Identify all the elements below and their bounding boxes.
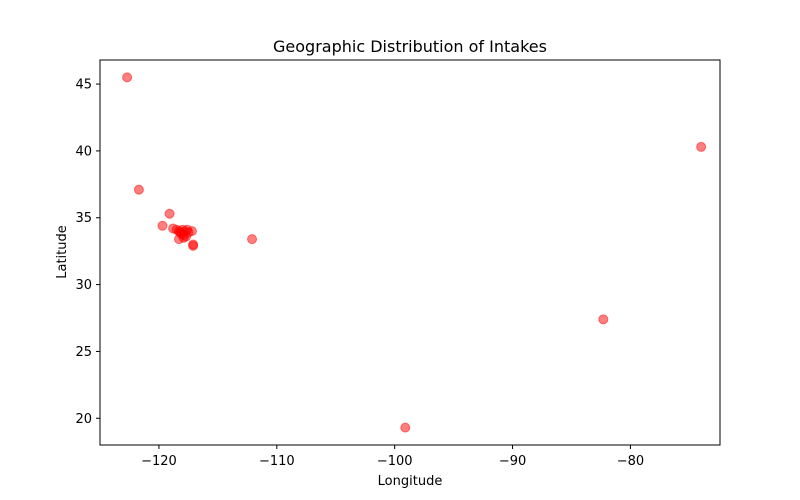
data-point [157,220,168,231]
data-point [164,208,175,219]
y-tick-label: 35 [75,211,92,226]
x-tick-label: −120 [141,454,177,469]
x-axis: −120 −110 −100 −90 −80 [141,445,644,469]
data-point [400,422,411,433]
x-tick-label: −110 [259,454,295,469]
data-point [186,226,197,237]
y-tick-label: 45 [75,78,92,93]
data-point [598,314,609,325]
chart-title: Geographic Distribution of Intakes [273,37,547,56]
y-axis: 20 25 30 35 40 45 [75,78,100,427]
x-tick-label: −80 [617,454,644,469]
data-point [696,141,707,152]
data-point [178,232,189,243]
y-axis-label: Latitude [55,225,70,279]
x-tick-label: −90 [499,454,526,469]
data-point [188,239,199,250]
x-axis-label: Longitude [378,474,443,489]
points-layer [122,72,707,433]
data-point [122,72,133,83]
x-tick-label: −100 [377,454,413,469]
y-tick-label: 20 [75,412,92,427]
plot-frame [99,59,721,446]
data-point [133,184,144,195]
y-tick-label: 25 [75,345,92,360]
data-point [247,234,258,245]
y-tick-label: 40 [75,144,92,159]
y-tick-label: 30 [75,278,92,293]
